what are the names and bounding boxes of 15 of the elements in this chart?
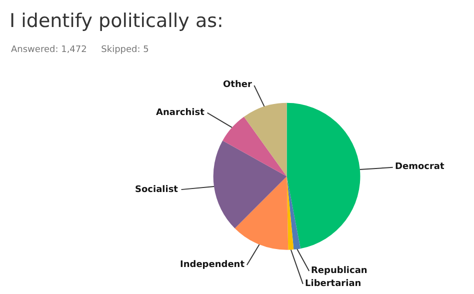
slice-label: Democrat (395, 162, 445, 172)
slice-label: Libertarian (305, 279, 362, 289)
chart-title: I identify politically as: (9, 10, 224, 32)
pie-slice (222, 116, 287, 176)
slice-label: Anarchist (156, 108, 206, 118)
slice-label: Other (223, 80, 252, 90)
chart-subtitle: Answered: 1,472 Skipped: 5 (11, 45, 149, 55)
pie-slice (286, 102, 360, 249)
pie-slice (244, 102, 287, 176)
slice-label: Republican (311, 266, 368, 276)
pie-slice (286, 176, 301, 250)
pie-slice (213, 140, 287, 228)
slice-label: Independent (180, 260, 246, 270)
pie-slice (234, 176, 288, 250)
slice-label: Socialist (135, 185, 179, 195)
